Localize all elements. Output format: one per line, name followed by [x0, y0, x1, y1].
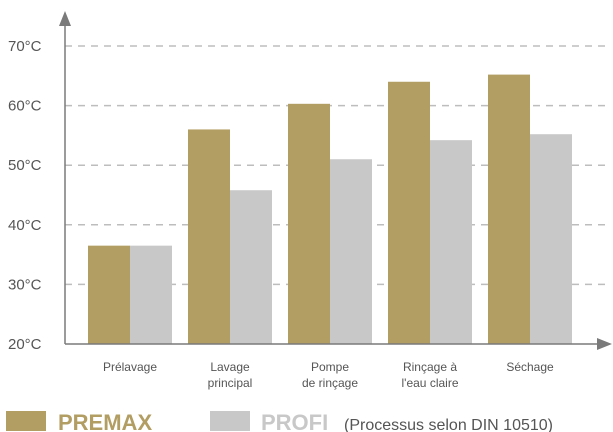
x-category-label: Lavage principal	[208, 360, 253, 390]
bar-profi	[130, 245, 172, 344]
bar-premax	[288, 103, 330, 344]
y-tick-label: 50°C	[8, 157, 42, 174]
y-tick-label: 70°C	[8, 38, 42, 55]
x-category-label: Prélavage	[103, 360, 157, 374]
legend-swatch-profi	[210, 411, 250, 431]
bar-premax	[388, 81, 430, 344]
bar-profi	[430, 140, 472, 344]
bar-premax	[88, 245, 130, 344]
legend-swatch-premax	[6, 411, 46, 431]
bar-profi	[230, 190, 272, 344]
y-tick-label: 20°C	[8, 336, 42, 353]
bars	[88, 74, 572, 344]
x-axis-category-labels: Prélavage Lavage principal Pompe de rinçage R…	[103, 360, 554, 390]
y-tick-label: 40°C	[8, 217, 42, 234]
x-category-label: Rinçage à l'eau claire	[402, 360, 459, 390]
legend-label-premax: PREMAX	[58, 410, 152, 432]
y-axis-arrow	[59, 11, 71, 26]
legend-note-profi: (Processus selon DIN 10510)	[344, 417, 553, 432]
y-tick-label: 60°C	[8, 98, 42, 115]
axes	[59, 11, 612, 350]
legend: PREMAX PROFI (Processus selon DIN 10510)	[6, 410, 553, 432]
legend-label-profi: PROFI	[261, 410, 328, 432]
bar-profi	[530, 134, 572, 344]
x-category-label: Pompe de rinçage	[302, 360, 358, 390]
y-tick-label: 30°C	[8, 276, 42, 293]
bar-premax	[188, 129, 230, 344]
bar-premax	[488, 74, 530, 344]
x-category-label: Séchage	[506, 360, 554, 374]
y-axis-tick-labels: 20°C 30°C 40°C 50°C 60°C 70°C	[8, 38, 42, 353]
x-axis-arrow	[597, 338, 612, 350]
bar-profi	[330, 159, 372, 344]
